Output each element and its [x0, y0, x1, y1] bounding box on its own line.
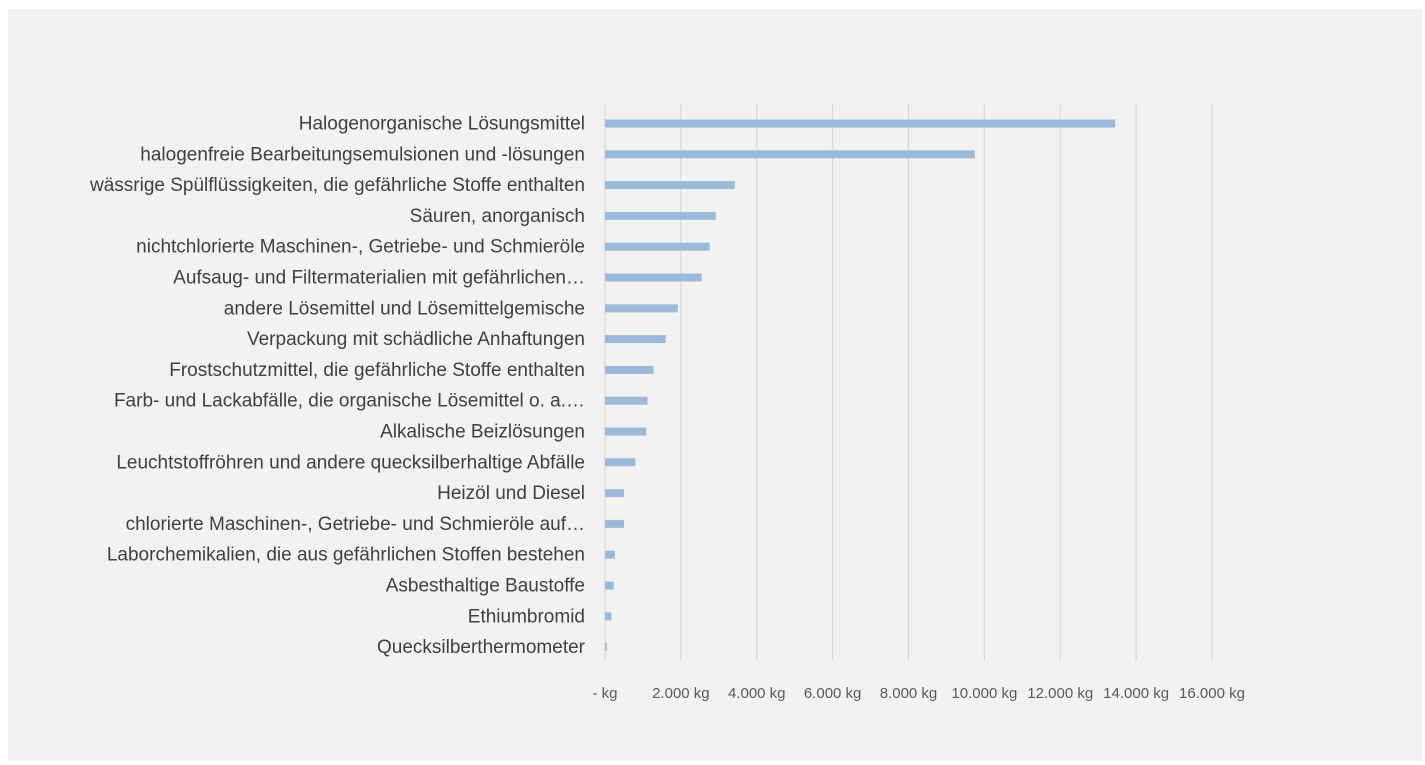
- bar: [605, 396, 648, 405]
- bar: [605, 458, 636, 467]
- bars: [605, 119, 1116, 652]
- bar: [605, 365, 654, 374]
- x-tick-label: 2.000 kg: [652, 685, 710, 702]
- category-label: wässrige Spülflüssigkeiten, die gefährli…: [89, 175, 585, 196]
- bar: [605, 489, 624, 498]
- category-label: Leuchtstoffröhren und andere quecksilber…: [116, 452, 585, 473]
- category-label: Alkalische Beizlösungen: [380, 422, 585, 443]
- x-tick-label: - kg: [592, 685, 617, 702]
- x-tick-label: 16.000 kg: [1179, 685, 1245, 702]
- x-tick-label: 12.000 kg: [1027, 685, 1093, 702]
- category-label: halogenfreie Bearbeitungsemulsionen und …: [140, 144, 585, 165]
- category-label: Quecksilberthermometer: [377, 637, 586, 658]
- category-label: Säuren, anorganisch: [410, 206, 585, 227]
- bar: [605, 119, 1116, 128]
- category-label: Farb- und Lackabfälle, die organische Lö…: [114, 391, 585, 412]
- bar: [605, 519, 624, 528]
- category-labels: Halogenorganische Lösungsmittel halogenfr…: [89, 114, 586, 659]
- bar: [605, 581, 614, 590]
- x-tick-label: 10.000 kg: [951, 685, 1017, 702]
- bar: [605, 612, 612, 621]
- x-tick-label: 6.000 kg: [804, 685, 862, 702]
- category-label: Aufsaug- und Filtermaterialien mit gefäh…: [173, 268, 585, 289]
- bar-chart: Halogenorganische Lösungsmittel halogenfr…: [89, 104, 1245, 702]
- category-label: Laborchemikalien, die aus gefährlichen S…: [107, 545, 585, 566]
- category-label: Verpackung mit schädliche Anhaftungen: [247, 329, 585, 350]
- chart-area: Halogenorganische Lösungsmittel halogenfr…: [8, 9, 1422, 761]
- bar: [605, 304, 678, 313]
- category-label: Ethiumbromid: [468, 606, 585, 627]
- category-label: Asbesthaltige Baustoffe: [386, 576, 585, 597]
- x-tick-label: 8.000 kg: [880, 685, 938, 702]
- bar: [605, 427, 647, 436]
- category-label: Heizöl und Diesel: [437, 483, 585, 504]
- category-label: andere Lösemittel und Lösemittelgemische: [224, 298, 585, 319]
- category-label: nichtchlorierte Maschinen-, Getriebe- un…: [136, 237, 585, 258]
- x-tick-label: 14.000 kg: [1103, 685, 1169, 702]
- bar: [605, 550, 615, 559]
- bar: [605, 335, 666, 344]
- bar: [605, 181, 735, 190]
- bar: [605, 643, 607, 652]
- bar: [605, 242, 710, 251]
- bar: [605, 150, 975, 159]
- bar: [605, 273, 702, 282]
- x-tick-label: 4.000 kg: [728, 685, 786, 702]
- x-axis-tick-labels: - kg 2.000 kg 4.000 kg 6.000 kg 8.000 kg 10.0…: [592, 685, 1244, 702]
- category-label: Frostschutzmittel, die gefährliche Stoff…: [169, 360, 585, 381]
- category-label: chlorierte Maschinen-, Getriebe- und Sch…: [126, 514, 585, 535]
- gridlines: [604, 104, 1213, 661]
- bar: [605, 211, 716, 220]
- category-label: Halogenorganische Lösungsmittel: [299, 114, 585, 135]
